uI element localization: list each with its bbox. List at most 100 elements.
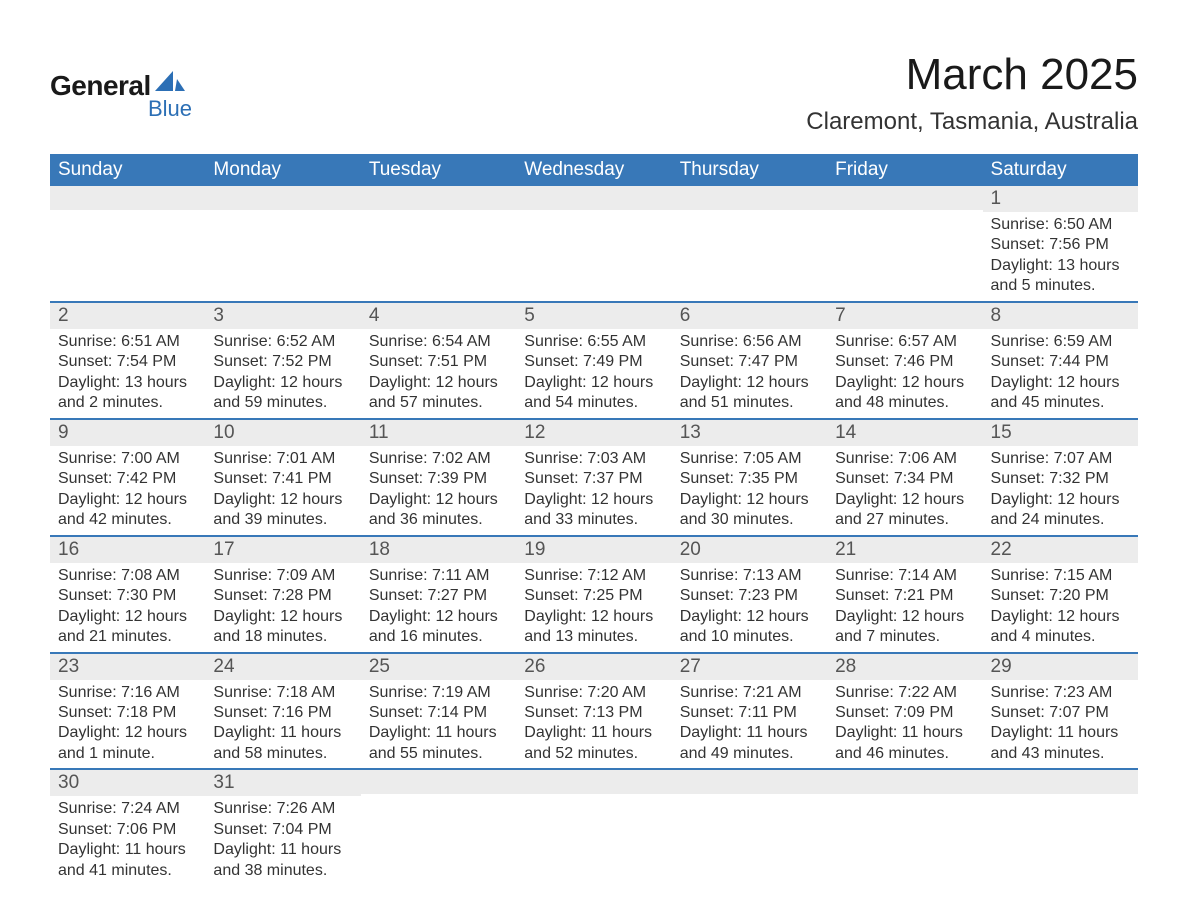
sunrise-text: Sunrise: 7:06 AM <box>835 449 974 469</box>
daylight-text: Daylight: 12 hours and 10 minutes. <box>680 607 819 648</box>
day-number: 3 <box>205 303 360 329</box>
calendar-day-cell: 31Sunrise: 7:26 AMSunset: 7:04 PMDayligh… <box>205 769 360 885</box>
day-number: 1 <box>983 186 1138 212</box>
daylight-text: Daylight: 12 hours and 7 minutes. <box>835 607 974 648</box>
daylight-text: Daylight: 12 hours and 45 minutes. <box>991 373 1130 414</box>
day-content: Sunrise: 7:14 AMSunset: 7:21 PMDaylight:… <box>827 563 982 652</box>
day-content: Sunrise: 7:18 AMSunset: 7:16 PMDaylight:… <box>205 680 360 769</box>
day-content <box>672 794 827 866</box>
daylight-text: Daylight: 11 hours and 58 minutes. <box>213 723 352 764</box>
day-number: 27 <box>672 654 827 680</box>
calendar-day-cell: 17Sunrise: 7:09 AMSunset: 7:28 PMDayligh… <box>205 536 360 653</box>
calendar-day-cell: 26Sunrise: 7:20 AMSunset: 7:13 PMDayligh… <box>516 653 671 770</box>
calendar-day-cell: 10Sunrise: 7:01 AMSunset: 7:41 PMDayligh… <box>205 419 360 536</box>
day-number <box>516 186 671 210</box>
daylight-text: Daylight: 12 hours and 24 minutes. <box>991 490 1130 531</box>
month-title: March 2025 <box>806 50 1138 100</box>
sunrise-text: Sunrise: 7:23 AM <box>991 683 1130 703</box>
sunrise-text: Sunrise: 7:03 AM <box>524 449 663 469</box>
daylight-text: Daylight: 12 hours and 33 minutes. <box>524 490 663 531</box>
calendar-day-cell: 18Sunrise: 7:11 AMSunset: 7:27 PMDayligh… <box>361 536 516 653</box>
day-content: Sunrise: 7:15 AMSunset: 7:20 PMDaylight:… <box>983 563 1138 652</box>
daylight-text: Daylight: 12 hours and 39 minutes. <box>213 490 352 531</box>
calendar-day-cell <box>516 769 671 885</box>
daylight-text: Daylight: 11 hours and 38 minutes. <box>213 840 352 881</box>
calendar-day-cell: 5Sunrise: 6:55 AMSunset: 7:49 PMDaylight… <box>516 302 671 419</box>
calendar-week-row: 9Sunrise: 7:00 AMSunset: 7:42 PMDaylight… <box>50 419 1138 536</box>
calendar-day-cell: 21Sunrise: 7:14 AMSunset: 7:21 PMDayligh… <box>827 536 982 653</box>
day-content: Sunrise: 7:11 AMSunset: 7:27 PMDaylight:… <box>361 563 516 652</box>
header: General Blue March 2025 Claremont, Tasma… <box>50 50 1138 136</box>
sunrise-text: Sunrise: 7:16 AM <box>58 683 197 703</box>
day-number: 23 <box>50 654 205 680</box>
sunset-text: Sunset: 7:04 PM <box>213 820 352 840</box>
sunrise-text: Sunrise: 7:18 AM <box>213 683 352 703</box>
calendar-day-cell: 2Sunrise: 6:51 AMSunset: 7:54 PMDaylight… <box>50 302 205 419</box>
day-number <box>361 186 516 210</box>
calendar-day-cell: 28Sunrise: 7:22 AMSunset: 7:09 PMDayligh… <box>827 653 982 770</box>
calendar-day-cell <box>827 186 982 302</box>
day-content: Sunrise: 7:19 AMSunset: 7:14 PMDaylight:… <box>361 680 516 769</box>
day-number: 19 <box>516 537 671 563</box>
daylight-text: Daylight: 12 hours and 21 minutes. <box>58 607 197 648</box>
location: Claremont, Tasmania, Australia <box>806 108 1138 136</box>
sunrise-text: Sunrise: 7:09 AM <box>213 566 352 586</box>
day-number: 16 <box>50 537 205 563</box>
day-content <box>827 210 982 282</box>
sunrise-text: Sunrise: 7:05 AM <box>680 449 819 469</box>
daylight-text: Daylight: 12 hours and 48 minutes. <box>835 373 974 414</box>
calendar-day-cell: 6Sunrise: 6:56 AMSunset: 7:47 PMDaylight… <box>672 302 827 419</box>
day-content: Sunrise: 6:52 AMSunset: 7:52 PMDaylight:… <box>205 329 360 418</box>
sunrise-text: Sunrise: 6:56 AM <box>680 332 819 352</box>
calendar-body: 1Sunrise: 6:50 AMSunset: 7:56 PMDaylight… <box>50 186 1138 885</box>
calendar-day-cell: 25Sunrise: 7:19 AMSunset: 7:14 PMDayligh… <box>361 653 516 770</box>
day-number <box>50 186 205 210</box>
sunset-text: Sunset: 7:14 PM <box>369 703 508 723</box>
sunset-text: Sunset: 7:13 PM <box>524 703 663 723</box>
title-block: March 2025 Claremont, Tasmania, Australi… <box>806 50 1138 136</box>
day-content <box>361 794 516 866</box>
weekday-header: Monday <box>205 154 360 186</box>
sunrise-text: Sunrise: 7:15 AM <box>991 566 1130 586</box>
sunset-text: Sunset: 7:20 PM <box>991 586 1130 606</box>
weekday-header: Sunday <box>50 154 205 186</box>
day-number: 20 <box>672 537 827 563</box>
sunset-text: Sunset: 7:39 PM <box>369 469 508 489</box>
sunset-text: Sunset: 7:47 PM <box>680 352 819 372</box>
day-content: Sunrise: 7:05 AMSunset: 7:35 PMDaylight:… <box>672 446 827 535</box>
sunrise-text: Sunrise: 6:51 AM <box>58 332 197 352</box>
logo: General Blue <box>50 70 192 122</box>
weekday-header: Wednesday <box>516 154 671 186</box>
day-number: 31 <box>205 770 360 796</box>
calendar-day-cell: 19Sunrise: 7:12 AMSunset: 7:25 PMDayligh… <box>516 536 671 653</box>
sunset-text: Sunset: 7:21 PM <box>835 586 974 606</box>
day-content: Sunrise: 7:07 AMSunset: 7:32 PMDaylight:… <box>983 446 1138 535</box>
calendar-day-cell: 13Sunrise: 7:05 AMSunset: 7:35 PMDayligh… <box>672 419 827 536</box>
day-content: Sunrise: 7:23 AMSunset: 7:07 PMDaylight:… <box>983 680 1138 769</box>
daylight-text: Daylight: 12 hours and 18 minutes. <box>213 607 352 648</box>
calendar-day-cell: 24Sunrise: 7:18 AMSunset: 7:16 PMDayligh… <box>205 653 360 770</box>
sunrise-text: Sunrise: 7:22 AM <box>835 683 974 703</box>
day-content: Sunrise: 7:20 AMSunset: 7:13 PMDaylight:… <box>516 680 671 769</box>
day-number: 14 <box>827 420 982 446</box>
calendar-table: SundayMondayTuesdayWednesdayThursdayFrid… <box>50 154 1138 885</box>
sunset-text: Sunset: 7:32 PM <box>991 469 1130 489</box>
sunrise-text: Sunrise: 7:01 AM <box>213 449 352 469</box>
sunset-text: Sunset: 7:06 PM <box>58 820 197 840</box>
day-content <box>827 794 982 866</box>
day-number <box>516 770 671 794</box>
sunset-text: Sunset: 7:54 PM <box>58 352 197 372</box>
calendar-day-cell: 29Sunrise: 7:23 AMSunset: 7:07 PMDayligh… <box>983 653 1138 770</box>
day-content: Sunrise: 6:50 AMSunset: 7:56 PMDaylight:… <box>983 212 1138 301</box>
sunrise-text: Sunrise: 7:00 AM <box>58 449 197 469</box>
sunset-text: Sunset: 7:52 PM <box>213 352 352 372</box>
daylight-text: Daylight: 12 hours and 4 minutes. <box>991 607 1130 648</box>
sunset-text: Sunset: 7:35 PM <box>680 469 819 489</box>
day-content <box>205 210 360 282</box>
daylight-text: Daylight: 12 hours and 51 minutes. <box>680 373 819 414</box>
sunrise-text: Sunrise: 7:07 AM <box>991 449 1130 469</box>
logo-text-main: General <box>50 70 151 102</box>
day-content <box>50 210 205 282</box>
daylight-text: Daylight: 11 hours and 49 minutes. <box>680 723 819 764</box>
calendar-day-cell: 15Sunrise: 7:07 AMSunset: 7:32 PMDayligh… <box>983 419 1138 536</box>
